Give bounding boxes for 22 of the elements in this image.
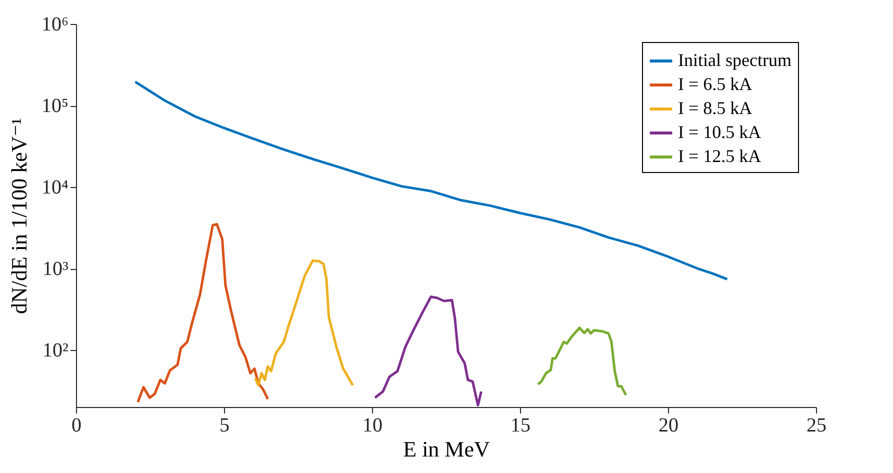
x-tick-label: 25 [806,414,826,436]
line-series [374,296,482,407]
y-tick-label: 10⁶ [42,14,69,36]
legend-label: I = 8.5 kA [678,98,752,118]
x-tick-label: 15 [510,414,530,436]
y-tick-label: 10⁴ [42,176,69,199]
y-tick-label: 10² [42,340,68,362]
line-series [136,222,270,404]
line-series [254,259,354,386]
x-tick-label: 20 [658,414,678,436]
y-tick-label: 10⁵ [42,95,68,118]
legend-label: I = 12.5 kA [678,146,762,166]
x-tick-label: 5 [220,414,230,436]
y-axis-title: dN/dE in 1/100 keV⁻¹ [6,118,32,314]
legend-label: I = 6.5 kA [678,74,752,94]
line-series [536,326,628,396]
x-axis-title: E in MeV [403,436,490,462]
legend-label: Initial spectrum [678,50,792,70]
x-tick-label: 0 [72,414,82,436]
legend-label: I = 10.5 kA [678,122,762,142]
x-tick-label: 10 [362,414,382,436]
y-tick-label: 10³ [42,258,68,280]
